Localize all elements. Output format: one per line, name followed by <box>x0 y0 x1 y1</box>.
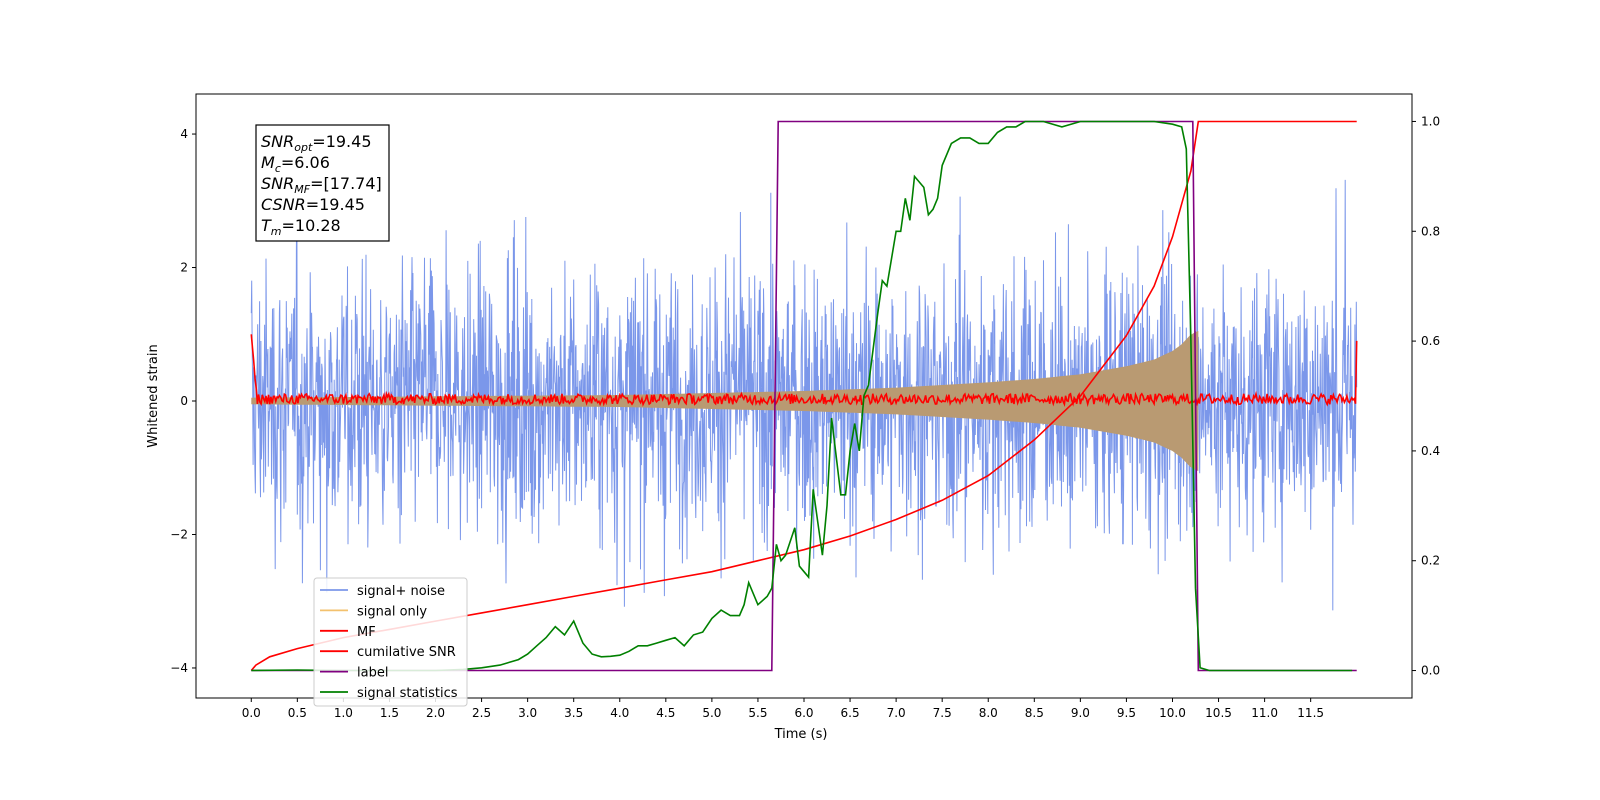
y2-tick-label: 0.8 <box>1421 224 1440 238</box>
series-mf <box>250 334 1358 408</box>
x-tick-label: 0.0 <box>242 706 261 720</box>
x-tick-label: 5.0 <box>702 706 721 720</box>
x-tick-label: 11.0 <box>1251 706 1278 720</box>
stat-line: Tm=10.28 <box>261 216 341 238</box>
x-tick-label: 3.0 <box>518 706 537 720</box>
x-tick-label: 6.0 <box>794 706 813 720</box>
x-tick-label: 6.5 <box>841 706 860 720</box>
x-tick-label: 4.0 <box>610 706 629 720</box>
x-axis-label: Time (s) <box>774 727 828 742</box>
x-tick-label: 9.0 <box>1071 706 1090 720</box>
legend-label: signal+ noise <box>357 584 445 599</box>
legend-label: signal statistics <box>357 686 458 701</box>
x-tick-label: 9.5 <box>1117 706 1136 720</box>
legend: signal+ noise signal only MF cumilative SNR… <box>313 577 468 707</box>
x-tick-label: 10.0 <box>1159 706 1186 720</box>
y-axis-label: Whitened strain <box>146 344 161 447</box>
x-tick-label: 7.5 <box>933 706 952 720</box>
x-tick-label: 0.5 <box>288 706 307 720</box>
x-tick-label: 2.0 <box>426 706 445 720</box>
y2-tick-label: 0.2 <box>1421 554 1440 568</box>
stat-line: Mc=6.06 <box>261 153 330 175</box>
stat-line: CSNR=19.45 <box>261 195 365 214</box>
y-tick-label: −2 <box>170 527 188 541</box>
x-tick-label: 4.5 <box>656 706 675 720</box>
x-tick-label: 8.0 <box>979 706 998 720</box>
x-tick-label: 10.5 <box>1205 706 1232 720</box>
legend-label: signal only <box>357 604 427 619</box>
y-tick-label: 4 <box>180 127 188 141</box>
series-signal-statistics <box>251 120 1353 672</box>
x-tick-label: 5.5 <box>748 706 767 720</box>
x-tick-label: 11.5 <box>1297 706 1324 720</box>
y-tick-label: 2 <box>180 261 188 275</box>
stat-line: SNRMF=[17.74] <box>261 174 382 196</box>
y-tick-label: −4 <box>170 661 188 675</box>
stat-line: SNRopt=19.45 <box>261 132 372 154</box>
series-signal-only <box>251 330 1199 472</box>
y2-tick-label: 0.0 <box>1421 664 1440 678</box>
y2-tick-label: 0.6 <box>1421 334 1440 348</box>
legend-label: label <box>357 666 388 681</box>
legend-label: MF <box>357 625 376 640</box>
stats-box-frame <box>255 124 390 242</box>
stats-box: SNRopt=19.45Mc=6.06SNRMF=[17.74]CSNR=19.… <box>255 124 390 242</box>
y-tick-label: 0 <box>180 394 188 408</box>
x-tick-label: 3.5 <box>564 706 583 720</box>
x-tick-label: 1.5 <box>380 706 399 720</box>
legend-frame <box>313 577 468 707</box>
x-tick-label: 2.5 <box>472 706 491 720</box>
x-tick-label: 7.0 <box>887 706 906 720</box>
axes: 0.0 0.5 1.0 1.5 2.0 2.5 3.0 3.5 4.0 4.5 5.0 5.5 6.0 6… <box>170 114 1440 720</box>
y2-tick-label: 0.4 <box>1421 444 1440 458</box>
y2-tick-label: 1.0 <box>1421 114 1440 128</box>
x-tick-label: 1.0 <box>334 706 353 720</box>
x-tick-label: 8.5 <box>1025 706 1044 720</box>
legend-label: cumilative SNR <box>357 645 456 660</box>
